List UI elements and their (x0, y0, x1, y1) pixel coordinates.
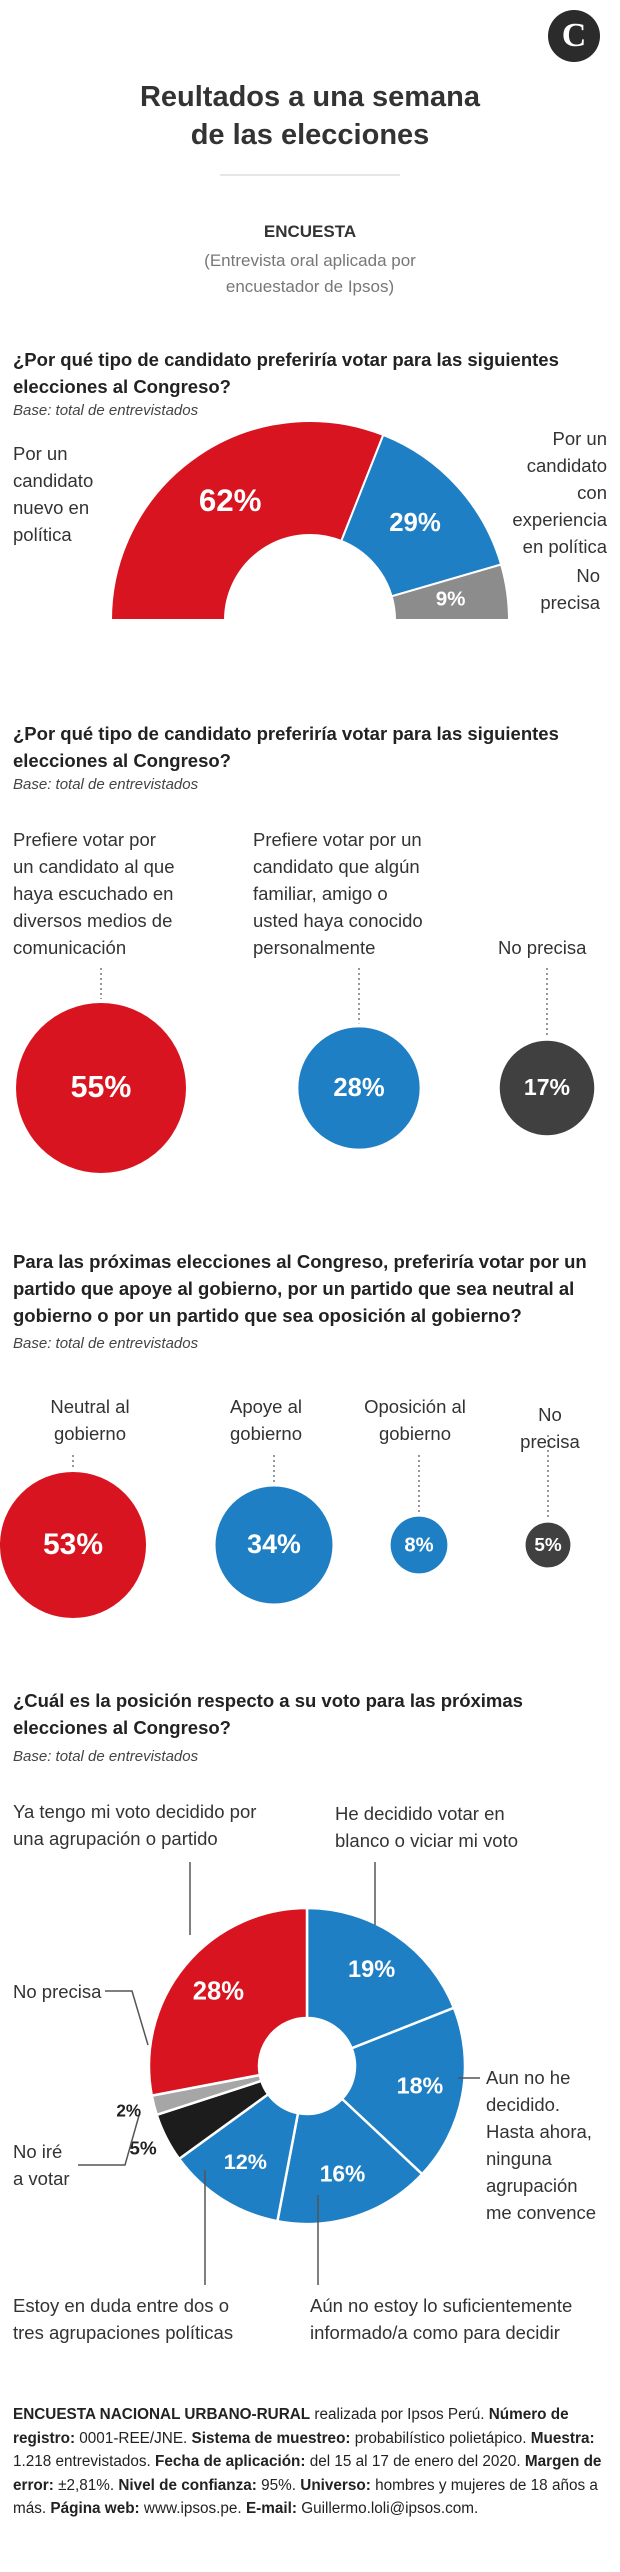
value-label: 9% (436, 587, 466, 610)
footer-text: 0001-REE/JNE. (79, 2429, 188, 2447)
slice (147, 1906, 309, 2098)
bubble (499, 1040, 595, 1136)
footer-text: 1.218 entrevistados. (13, 2453, 151, 2471)
question: ¿Por qué tipo de candidato preferiría vo… (13, 349, 559, 397)
question: ¿Cuál es la posición respecto a su voto … (13, 1690, 523, 1738)
footer-label: Margen de error: (13, 2453, 602, 2494)
value-label: 28% (333, 1074, 384, 1102)
value-label: 5% (129, 2139, 157, 2160)
category-label: Por un candidato con experiencia en polí… (512, 428, 607, 557)
value-label: 29% (389, 509, 441, 537)
category-label: Apoye al gobierno (229, 1396, 303, 1444)
category-label: Por un candidato nuevo en política (13, 443, 94, 545)
footer-label: E-mail: (245, 2500, 297, 2518)
slice (275, 2097, 424, 2226)
base-note: Base: total de entrevistados (13, 1335, 199, 1352)
value-label: 8% (404, 1534, 433, 1556)
value-label: 12% (224, 2149, 267, 2174)
value-label: 17% (524, 1074, 570, 1100)
leader-line (78, 2111, 141, 2166)
slice (390, 563, 511, 621)
footer-label: Sistema de muestreo: (191, 2429, 351, 2447)
footer-text: ±2,81%. (58, 2476, 115, 2494)
footer-label: Página web: (50, 2500, 140, 2518)
bubble (0, 1472, 146, 1618)
footer-text: hombres y mujeres de 18 años a más. (13, 2476, 598, 2518)
category-label: Prefiere votar por un candidato que algú… (253, 829, 423, 958)
base-note: Base: total de entrevistados (13, 402, 199, 419)
value-label: 53% (43, 1528, 103, 1561)
bubble (215, 1486, 333, 1604)
footer: ENCUESTA NACIONAL URBANO-RURAL realizada… (13, 2403, 609, 2521)
bubble (298, 1027, 420, 1149)
value-label: 62% (199, 483, 262, 518)
slice (339, 433, 503, 598)
value-label: 28% (193, 1977, 244, 2005)
category-label: Aún no estoy lo suficientemente informad… (310, 2295, 573, 2343)
footer-label: Número de registro: (13, 2406, 569, 2447)
survey-note: (Entrevista oral aplicada por encuestado… (204, 251, 416, 296)
value-label: 5% (534, 1535, 562, 1556)
footer-label: Nivel de confianza: (118, 2476, 257, 2494)
category-label: No precisa (520, 1404, 580, 1452)
slice (109, 420, 385, 621)
bubble (390, 1516, 448, 1574)
base-note: Base: total de entrevistados (13, 1748, 199, 1765)
logo (548, 10, 600, 62)
footer-label: Universo: (300, 2476, 371, 2494)
category-label: Oposición al gobierno (364, 1396, 466, 1444)
value-label: 19% (348, 1957, 395, 1983)
category-label: Estoy en duda entre dos o tres agrupacio… (13, 2295, 234, 2343)
footer-text: realizada por Ipsos Perú. (314, 2406, 485, 2423)
footer-text: www.ipsos.pe. (143, 2500, 242, 2518)
footer-text: probabilístico polietápico. (354, 2429, 527, 2447)
value-label: 18% (397, 2073, 444, 2099)
value-label: 16% (320, 2160, 366, 2186)
footer-label: ENCUESTA NACIONAL URBANO-RURAL (13, 2406, 311, 2423)
slice (305, 1906, 456, 2050)
category-label: Neutral al gobierno (50, 1396, 130, 1444)
value-label: 55% (71, 1071, 132, 1104)
survey-label: ENCUESTA (263, 222, 357, 241)
footer-text: Guillermo.loli@ipsos.com. (301, 2500, 479, 2518)
category-label: No precisa (13, 1981, 102, 2002)
slice (340, 2006, 467, 2176)
footer-text: del 15 al 17 de enero del 2020. (309, 2453, 521, 2471)
value-label: 34% (247, 1529, 301, 1559)
slice (177, 2092, 300, 2223)
category-label: Aun no he decidido. Hasta ahora, ninguna… (486, 2067, 597, 2223)
footer-label: Muestra: (530, 2429, 595, 2447)
category-label: Ya tengo mi voto decidido por una agrupa… (13, 1801, 257, 1849)
question: Para las próximas elecciones al Congreso… (13, 1251, 587, 1326)
base-note: Base: total de entrevistados (13, 776, 199, 793)
footer-text: 95%. (261, 2476, 297, 2494)
logo-letter: C (562, 17, 587, 54)
category-label: Prefiere votar por un candidato al que h… (13, 829, 175, 958)
bubble (16, 1003, 186, 1173)
leader-line (105, 1990, 149, 2046)
footer-label: Fecha de aplicación: (155, 2453, 306, 2471)
value-label: 2% (116, 2101, 141, 2120)
category-label: No precisa (498, 937, 587, 958)
question: ¿Por qué tipo de candidato preferiría vo… (13, 723, 559, 771)
category-label: No precisa (540, 565, 600, 613)
category-label: He decidido votar en blanco o viciar mi … (335, 1803, 519, 1851)
bubble (525, 1522, 571, 1568)
page-title: Reultados a una semana de las elecciones (139, 81, 481, 151)
category-label: No iré a votar (13, 2141, 70, 2189)
